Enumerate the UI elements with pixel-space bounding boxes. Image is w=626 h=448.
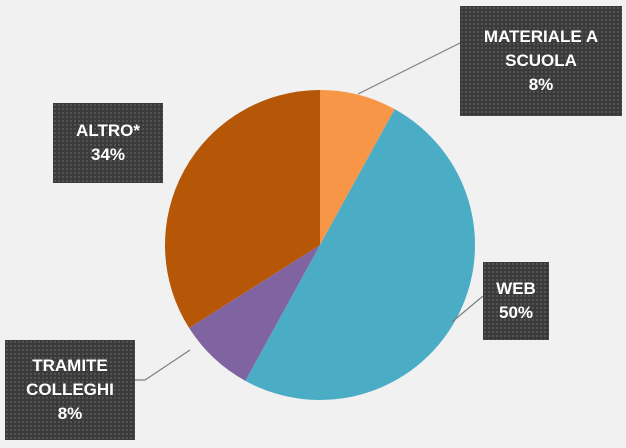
label-category: WEB <box>496 279 536 298</box>
label-category: ALTRO* <box>76 121 140 140</box>
label-value: 50% <box>498 303 534 322</box>
data-label: ALTRO* 34% <box>53 103 163 183</box>
pie-slice <box>320 90 395 245</box>
leader-line <box>451 295 484 323</box>
data-label: MATERIALE A SCUOLA 8% <box>460 6 622 116</box>
leader-line <box>135 349 191 381</box>
label-category: TRAMITE COLLEGHI <box>26 356 114 399</box>
data-label: WEB 50% <box>483 262 549 340</box>
label-value: 8% <box>57 404 83 423</box>
pie-slice <box>245 109 475 401</box>
label-value: 34% <box>90 145 126 164</box>
label-value: 8% <box>528 75 554 94</box>
pie-slice <box>189 245 320 381</box>
pie-slice <box>164 89 320 329</box>
data-label: TRAMITE COLLEGHI 8% <box>5 340 135 440</box>
leader-line <box>357 41 463 95</box>
label-category: MATERIALE A SCUOLA <box>483 27 599 70</box>
